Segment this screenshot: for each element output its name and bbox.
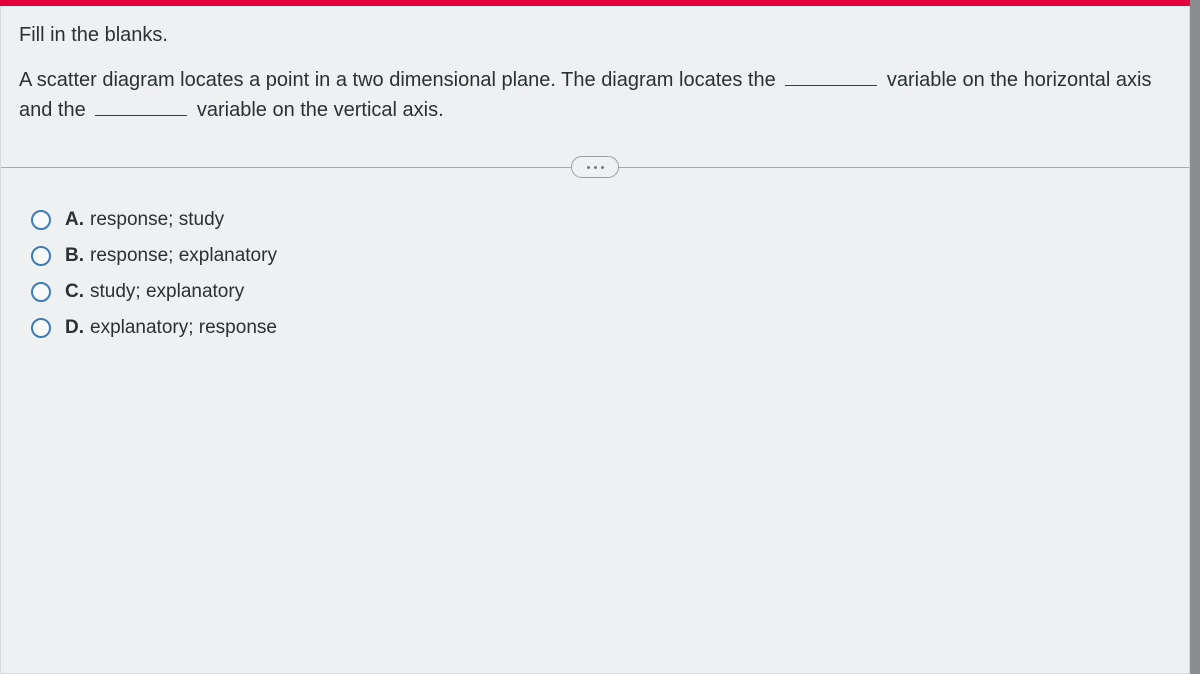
option-label: B. response; explanatory — [65, 245, 277, 267]
option-label: C. study; explanatory — [65, 281, 244, 303]
ellipsis-icon — [587, 166, 590, 169]
expand-button[interactable] — [571, 156, 619, 178]
ellipsis-icon — [594, 166, 597, 169]
option-letter: B. — [65, 245, 84, 266]
option-text: response; study — [90, 209, 224, 230]
option-text: explanatory; response — [90, 317, 277, 338]
divider-row — [19, 153, 1171, 181]
blank-2 — [95, 95, 187, 116]
option-text: response; explanatory — [90, 245, 277, 266]
radio-d[interactable] — [31, 318, 51, 338]
option-c[interactable]: C. study; explanatory — [31, 281, 1171, 303]
option-letter: A. — [65, 209, 84, 230]
question-segment: A scatter diagram locates a point in a t… — [19, 69, 781, 91]
question-segment: variable on the vertical axis. — [191, 99, 443, 121]
option-text: study; explanatory — [90, 281, 244, 302]
option-letter: C. — [65, 281, 84, 302]
question-panel: Fill in the blanks. A scatter diagram lo… — [0, 6, 1190, 674]
scrollbar-track[interactable] — [1190, 0, 1200, 674]
ellipsis-icon — [601, 166, 604, 169]
radio-c[interactable] — [31, 282, 51, 302]
options-list: A. response; study B. response; explanator… — [31, 209, 1171, 339]
blank-1 — [785, 65, 877, 86]
option-label: A. response; study — [65, 209, 224, 231]
radio-a[interactable] — [31, 210, 51, 230]
question-text: A scatter diagram locates a point in a t… — [19, 65, 1169, 125]
instruction-text: Fill in the blanks. — [19, 24, 1171, 47]
option-a[interactable]: A. response; study — [31, 209, 1171, 231]
option-d[interactable]: D. explanatory; response — [31, 317, 1171, 339]
radio-b[interactable] — [31, 246, 51, 266]
option-letter: D. — [65, 317, 84, 338]
option-label: D. explanatory; response — [65, 317, 277, 339]
option-b[interactable]: B. response; explanatory — [31, 245, 1171, 267]
